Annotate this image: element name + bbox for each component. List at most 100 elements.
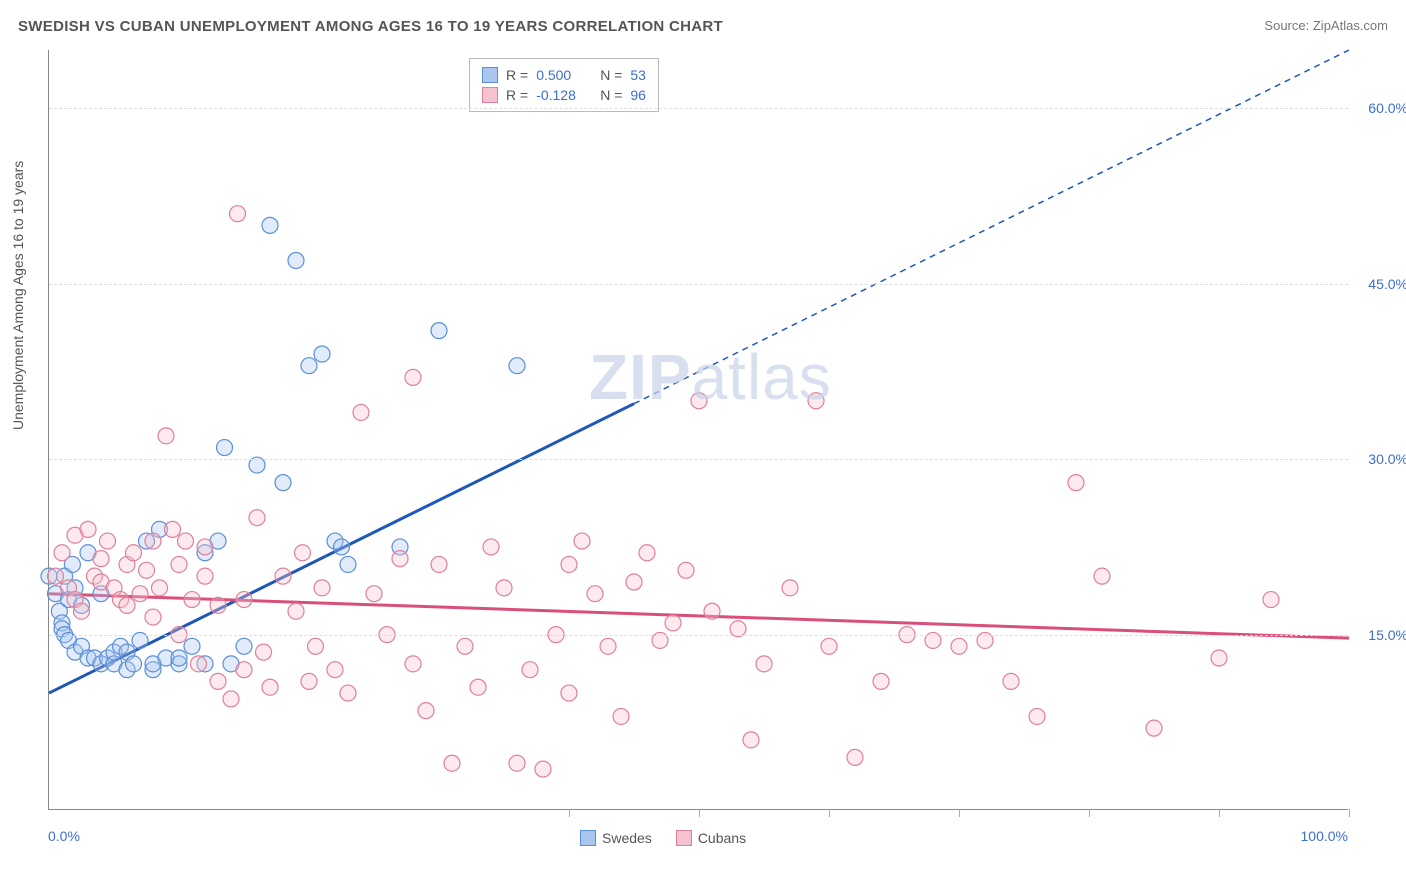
data-point-cubans xyxy=(561,556,577,572)
data-point-cubans xyxy=(165,521,181,537)
legend-series-item: Cubans xyxy=(676,830,746,846)
data-point-cubans xyxy=(171,556,187,572)
data-point-cubans xyxy=(139,562,155,578)
data-point-cubans xyxy=(340,685,356,701)
legend-r-value: 0.500 xyxy=(536,67,592,83)
data-point-swedes xyxy=(236,638,252,654)
source-label: Source: xyxy=(1264,18,1309,33)
y-axis-label: Unemployment Among Ages 16 to 19 years xyxy=(10,161,26,430)
gridline-h xyxy=(49,108,1348,109)
legend-series-item: Swedes xyxy=(580,830,652,846)
legend-swatch-icon xyxy=(676,830,692,846)
x-tick-mark xyxy=(959,809,960,817)
data-point-cubans xyxy=(1263,592,1279,608)
data-point-cubans xyxy=(743,732,759,748)
data-point-cubans xyxy=(1146,720,1162,736)
data-point-cubans xyxy=(522,662,538,678)
data-point-cubans xyxy=(236,662,252,678)
legend-n-label: N = xyxy=(600,87,622,103)
data-point-cubans xyxy=(230,206,246,222)
source-attribution: Source: ZipAtlas.com xyxy=(1264,18,1388,33)
data-point-cubans xyxy=(256,644,272,660)
legend-series-label: Swedes xyxy=(602,830,652,846)
data-point-cubans xyxy=(301,673,317,689)
data-point-cubans xyxy=(191,656,207,672)
data-point-swedes xyxy=(184,638,200,654)
data-point-cubans xyxy=(353,404,369,420)
gridline-h xyxy=(49,459,1348,460)
data-point-swedes xyxy=(262,217,278,233)
data-point-cubans xyxy=(418,703,434,719)
x-tick-mark xyxy=(1219,809,1220,817)
legend-r-label: R = xyxy=(506,67,528,83)
legend-series: Swedes Cubans xyxy=(580,830,746,846)
data-point-cubans xyxy=(951,638,967,654)
data-point-cubans xyxy=(275,568,291,584)
data-point-cubans xyxy=(210,597,226,613)
y-tick-label: 15.0% xyxy=(1368,627,1406,643)
data-point-cubans xyxy=(366,586,382,602)
data-point-swedes xyxy=(509,358,525,374)
data-point-cubans xyxy=(613,708,629,724)
data-point-cubans xyxy=(145,533,161,549)
y-tick-label: 30.0% xyxy=(1368,451,1406,467)
data-point-swedes xyxy=(288,252,304,268)
legend-swatch-icon xyxy=(580,830,596,846)
data-point-cubans xyxy=(665,615,681,631)
data-point-cubans xyxy=(1003,673,1019,689)
y-tick-label: 60.0% xyxy=(1368,100,1406,116)
data-point-cubans xyxy=(535,761,551,777)
data-point-swedes xyxy=(126,656,142,672)
data-point-cubans xyxy=(821,638,837,654)
data-point-cubans xyxy=(314,580,330,596)
data-point-cubans xyxy=(496,580,512,596)
data-point-cubans xyxy=(210,673,226,689)
x-tick-mark xyxy=(699,809,700,817)
legend-r-value: -0.128 xyxy=(536,87,592,103)
data-point-cubans xyxy=(483,539,499,555)
data-point-cubans xyxy=(509,755,525,771)
data-point-cubans xyxy=(262,679,278,695)
data-point-cubans xyxy=(1029,708,1045,724)
data-point-cubans xyxy=(587,586,603,602)
data-point-cubans xyxy=(1068,475,1084,491)
legend-stats-box: R = 0.500 N = 53 R = -0.128 N = 96 xyxy=(469,58,659,112)
data-point-cubans xyxy=(119,597,135,613)
data-point-cubans xyxy=(80,521,96,537)
data-point-cubans xyxy=(184,592,200,608)
data-point-swedes xyxy=(314,346,330,362)
data-point-swedes xyxy=(217,440,233,456)
trend-line-dashed-swedes xyxy=(634,50,1349,404)
data-point-cubans xyxy=(249,510,265,526)
data-point-cubans xyxy=(1094,568,1110,584)
data-point-cubans xyxy=(782,580,798,596)
data-point-cubans xyxy=(308,638,324,654)
data-point-cubans xyxy=(54,545,70,561)
data-point-swedes xyxy=(334,539,350,555)
data-point-swedes xyxy=(301,358,317,374)
legend-swatch-icon xyxy=(482,87,498,103)
data-point-cubans xyxy=(74,603,90,619)
legend-n-value: 96 xyxy=(630,87,646,103)
data-point-cubans xyxy=(48,568,64,584)
data-point-swedes xyxy=(171,650,187,666)
data-point-cubans xyxy=(132,586,148,602)
legend-stats-row: R = 0.500 N = 53 xyxy=(482,65,646,85)
data-point-cubans xyxy=(197,568,213,584)
gridline-h xyxy=(49,284,1348,285)
y-tick-label: 45.0% xyxy=(1368,276,1406,292)
data-point-cubans xyxy=(873,673,889,689)
data-point-cubans xyxy=(457,638,473,654)
source-link[interactable]: ZipAtlas.com xyxy=(1313,18,1388,33)
legend-n-label: N = xyxy=(600,67,622,83)
data-point-cubans xyxy=(561,685,577,701)
data-point-swedes xyxy=(340,556,356,572)
data-point-cubans xyxy=(704,603,720,619)
page-title: SWEDISH VS CUBAN UNEMPLOYMENT AMONG AGES… xyxy=(18,18,723,35)
data-point-cubans xyxy=(93,551,109,567)
data-point-cubans xyxy=(295,545,311,561)
x-tick-mark xyxy=(1349,809,1350,817)
data-point-cubans xyxy=(126,545,142,561)
data-point-cubans xyxy=(431,556,447,572)
data-point-cubans xyxy=(392,551,408,567)
